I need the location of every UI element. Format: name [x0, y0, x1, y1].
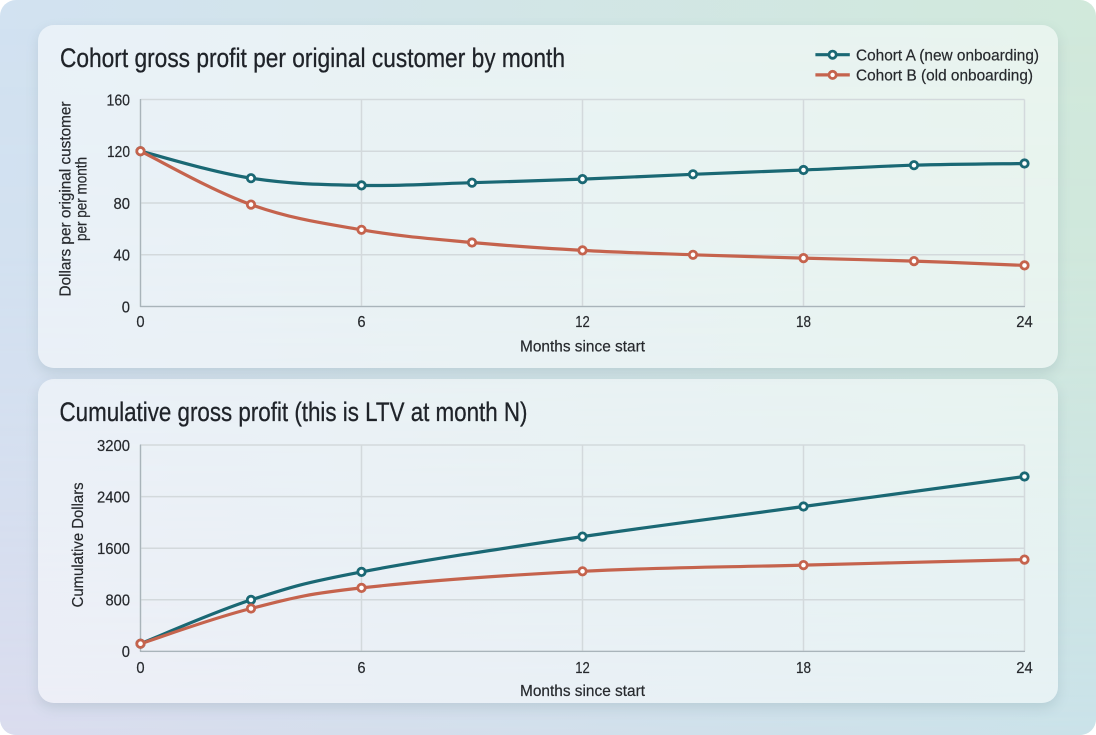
svg-text:40: 40 — [114, 247, 131, 264]
svg-text:18: 18 — [796, 314, 811, 331]
svg-text:per per month: per per month — [73, 157, 90, 241]
svg-text:2400: 2400 — [97, 489, 130, 506]
svg-text:6: 6 — [357, 314, 365, 331]
svg-text:Cohort A (new onboarding): Cohort A (new onboarding) — [856, 47, 1039, 64]
svg-text:Cumulative Dollars: Cumulative Dollars — [70, 482, 87, 607]
svg-text:120: 120 — [107, 144, 130, 161]
svg-text:Cohort gross profit per origin: Cohort gross profit per original custome… — [60, 43, 565, 73]
svg-text:1600: 1600 — [97, 541, 130, 558]
svg-text:800: 800 — [106, 592, 131, 609]
svg-text:12: 12 — [575, 314, 590, 331]
svg-text:0: 0 — [136, 314, 144, 331]
svg-text:24: 24 — [1016, 314, 1033, 331]
svg-text:Cumulative gross profit (this: Cumulative gross profit (this is LTV at … — [60, 396, 528, 426]
svg-text:80: 80 — [114, 195, 131, 212]
svg-text:0: 0 — [122, 644, 130, 661]
svg-text:Months since start: Months since start — [520, 338, 646, 355]
svg-text:24: 24 — [1016, 659, 1033, 676]
svg-text:Cohort B (old onboarding): Cohort B (old onboarding) — [856, 67, 1033, 84]
svg-text:12: 12 — [575, 659, 590, 676]
svg-text:3200: 3200 — [97, 437, 130, 454]
svg-text:Months since start: Months since start — [520, 682, 646, 699]
svg-text:0: 0 — [122, 299, 130, 316]
svg-text:18: 18 — [796, 659, 811, 676]
svg-text:160: 160 — [107, 92, 131, 109]
svg-text:0: 0 — [136, 659, 144, 676]
svg-text:Dollars per original customer: Dollars per original customer — [58, 100, 75, 296]
svg-text:6: 6 — [357, 659, 365, 676]
